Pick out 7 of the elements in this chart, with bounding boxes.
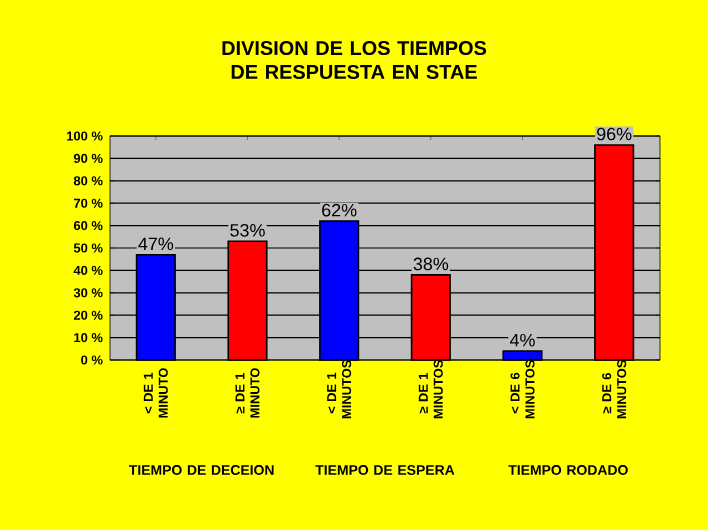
data-label: 38%	[413, 257, 449, 271]
data-label: 4%	[509, 333, 535, 347]
data-label: 47%	[138, 237, 174, 251]
chart-title: DIVISION DE LOS TIEMPOS DE RESPUESTA EN STAE	[222, 41, 487, 79]
data-label: 62%	[322, 203, 357, 217]
data-label: 53%	[230, 223, 265, 237]
data-label: 96%	[597, 127, 632, 141]
